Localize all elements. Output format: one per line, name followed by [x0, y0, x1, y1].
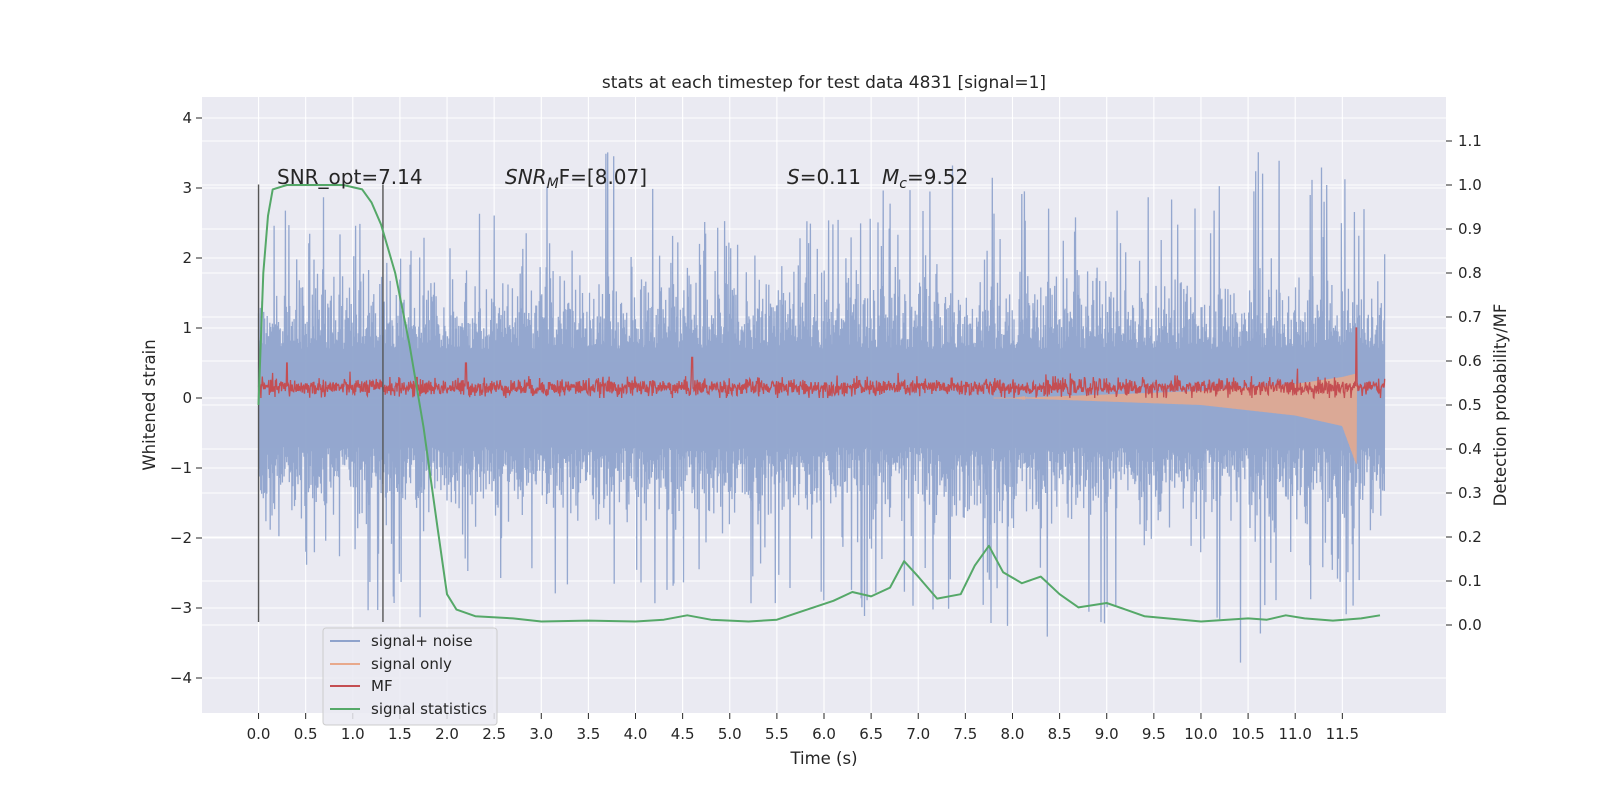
- legend: signal+ noise signal only MF signal stat…: [322, 627, 498, 726]
- legend-label-mf: MF: [371, 677, 393, 695]
- y-tick-label: −4: [170, 669, 192, 687]
- y-right-tick-label: 0.7: [1458, 308, 1482, 326]
- chart-title: stats at each timestep for test data 483…: [602, 73, 1046, 93]
- x-tick-label: 10.5: [1231, 725, 1264, 743]
- y-right-tick-label: 1.0: [1458, 176, 1482, 194]
- y-right-tick-label: 0.0: [1458, 616, 1482, 634]
- annotation-s: S=0.11: [787, 165, 861, 189]
- x-tick-label: 9.5: [1142, 725, 1166, 743]
- x-tick-label: 2.5: [482, 725, 506, 743]
- y-tick-label: 4: [182, 109, 192, 127]
- x-tick-label: 10.0: [1184, 725, 1217, 743]
- mf-line: [257, 327, 1386, 400]
- x-tick-label: 1.5: [388, 725, 412, 743]
- legend-label-signal-noise: signal+ noise: [371, 632, 473, 650]
- y-right-tick-label: 0.5: [1458, 396, 1482, 414]
- x-tick-label: 11.0: [1279, 725, 1312, 743]
- x-tick-label: 2.0: [435, 725, 459, 743]
- legend-label-signal-statistics: signal statistics: [371, 700, 487, 718]
- y-tick-label: 1: [182, 319, 192, 337]
- x-tick-label: 11.5: [1326, 725, 1359, 743]
- x-tick-label: 5.5: [765, 725, 789, 743]
- x-tick-label: 6.5: [859, 725, 883, 743]
- x-tick-label: 3.0: [529, 725, 553, 743]
- y-right-tick-label: 0.8: [1458, 264, 1482, 282]
- y-tick-label: 0: [182, 389, 192, 407]
- y-right-tick-label: 0.9: [1458, 220, 1482, 238]
- y-tick-label: −2: [170, 529, 192, 547]
- x-tick-label: 3.5: [576, 725, 600, 743]
- mf-series: [257, 327, 1386, 400]
- x-tick-label: 1.0: [341, 725, 365, 743]
- y-tick-label: −3: [170, 599, 192, 617]
- signal-noise-series: [257, 152, 1386, 663]
- x-tick-label: 7.5: [953, 725, 977, 743]
- x-tick-label: 0.5: [294, 725, 318, 743]
- annotation-snr-mf: SNRMF=[8.07]: [505, 165, 647, 192]
- x-tick-label: 8.5: [1048, 725, 1072, 743]
- legend-box: [322, 627, 498, 726]
- legend-label-signal-only: signal only: [371, 655, 452, 673]
- y-right-tick-label: 0.3: [1458, 484, 1482, 502]
- y-tick-label: 3: [182, 179, 192, 197]
- y-right-tick-label: 0.2: [1458, 528, 1482, 546]
- axis-ticks: 0.0 0.5 1.0 1.5 2.0 2.5 3.0 3.5 4.0 4.5 5.0 5.5 6.0 6…: [170, 109, 1482, 743]
- y-tick-label: −1: [170, 459, 192, 477]
- x-tick-label: 9.0: [1095, 725, 1119, 743]
- y-right-tick-label: 0.4: [1458, 440, 1482, 458]
- y-right-tick-label: 1.1: [1458, 132, 1482, 150]
- y-tick-label: 2: [182, 249, 192, 267]
- annotation-mc: Mc=9.52: [882, 165, 968, 192]
- y-axis-label: Whitened strain: [140, 339, 159, 470]
- signal-statistics-line: [257, 184, 1381, 623]
- x-axis-label: Time (s): [789, 749, 857, 768]
- signal-statistics-series: [257, 184, 1381, 623]
- x-tick-label: 6.0: [812, 725, 836, 743]
- signal-only-line: [993, 373, 1357, 464]
- x-tick-label: 0.0: [247, 725, 271, 743]
- x-tick-label: 4.5: [671, 725, 695, 743]
- signal-only-series: [993, 373, 1357, 464]
- x-tick-label: 8.0: [1001, 725, 1025, 743]
- x-tick-label: 4.0: [624, 725, 648, 743]
- x-tick-label: 5.0: [718, 725, 742, 743]
- annotation-snr-opt: SNR_opt=7.14: [277, 165, 423, 189]
- y-right-tick-label: 0.1: [1458, 572, 1482, 590]
- x-tick-label: 7.0: [906, 725, 930, 743]
- signal-noise-line: [257, 152, 1386, 663]
- y-right-tick-label: 0.6: [1458, 352, 1482, 370]
- y-axis-right-label: Detection probability/MF: [1491, 304, 1510, 507]
